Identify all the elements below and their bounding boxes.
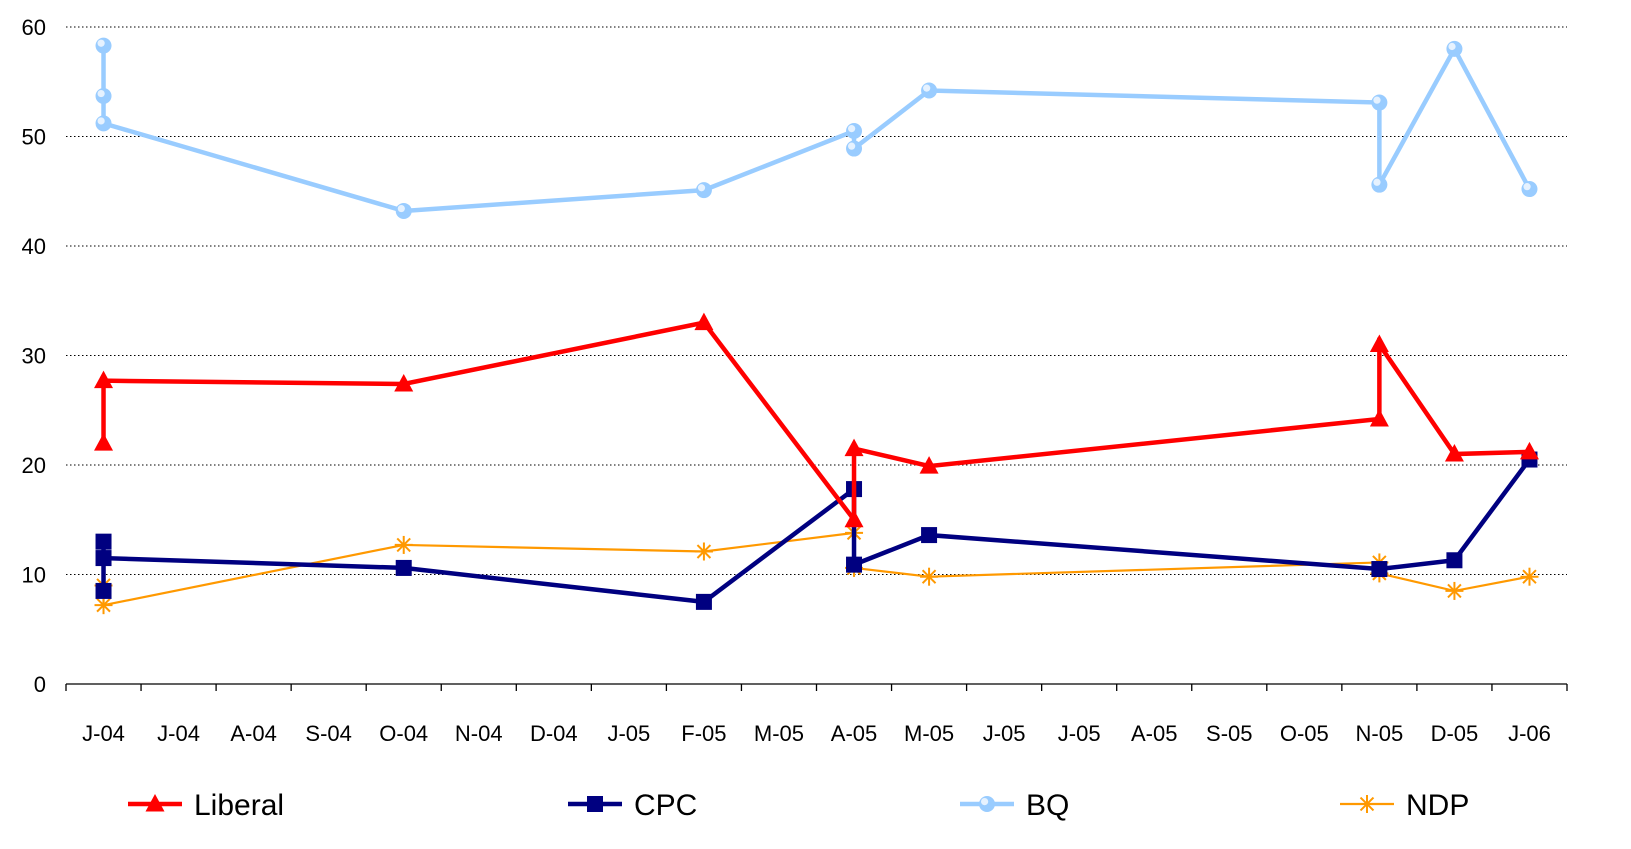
x-tick-label: O-04: [379, 721, 428, 746]
legend-marker-liberal: [145, 794, 165, 812]
x-tick-label: J-04: [82, 721, 125, 746]
data-point-ndp-6: [920, 567, 939, 586]
legend-item-cpc: CPC: [568, 789, 697, 822]
data-point-ndp-1: [94, 596, 113, 615]
legend-item-ndp: NDP: [1340, 789, 1469, 822]
data-point-liberal-10: [1519, 441, 1539, 460]
x-tick-label: D-05: [1431, 721, 1479, 746]
x-tick-label: J-05: [983, 721, 1026, 746]
y-tick-label: 20: [22, 453, 46, 478]
data-point-ndp-3: [694, 542, 713, 561]
data-point-cpc-9: [1446, 552, 1463, 569]
y-tick-label: 60: [22, 15, 46, 40]
series-line-cpc: [101, 458, 1532, 605]
series-line-bq: [101, 44, 1532, 214]
x-tick-label: M-05: [754, 721, 804, 746]
legend-label-cpc: CPC: [634, 789, 697, 822]
series-bq: [95, 37, 1538, 219]
x-tick-label: F-05: [681, 721, 726, 746]
legend-label-liberal: Liberal: [194, 789, 284, 822]
series-ndp: [94, 523, 1539, 615]
series-line-liberal: [101, 320, 1530, 527]
x-tick-label: J-06: [1508, 721, 1551, 746]
gridlines: [66, 26, 1567, 575]
y-tick-label: 30: [22, 344, 46, 369]
legend-marker-cpc: [587, 796, 603, 812]
data-point-bq-2: [95, 115, 112, 132]
x-tick-label: M-05: [904, 721, 954, 746]
data-point-liberal-2: [394, 373, 414, 392]
data-point-liberal-6: [919, 456, 939, 474]
x-tick-label: A-05: [831, 721, 877, 746]
data-point-bq-9: [1371, 176, 1388, 193]
y-tick-label: 50: [22, 125, 46, 150]
data-point-liberal-5: [844, 438, 864, 457]
y-tick-label: 40: [22, 234, 46, 259]
data-point-liberal-4: [844, 509, 864, 528]
data-point-ndp-9: [1445, 581, 1464, 600]
series-cpc: [95, 451, 1538, 610]
series-line-ndp: [102, 531, 1530, 607]
x-tick-label: J-05: [607, 721, 650, 746]
data-point-liberal-9: [1444, 444, 1464, 462]
data-point-cpc-2: [95, 550, 112, 567]
data-point-bq-0: [95, 37, 112, 54]
legend-item-bq: BQ: [960, 789, 1069, 822]
data-point-cpc-7: [921, 527, 938, 544]
data-point-cpc-4: [695, 593, 712, 610]
data-point-bq-6: [846, 140, 863, 157]
x-tick-label: O-05: [1280, 721, 1329, 746]
data-point-liberal-7: [1369, 409, 1389, 427]
data-point-cpc-0: [95, 582, 112, 599]
data-point-bq-4: [695, 182, 712, 199]
data-point-bq-5: [846, 123, 863, 140]
data-point-cpc-3: [395, 559, 412, 576]
y-axis: 0 10 20 30 40 50 60: [22, 15, 46, 697]
x-tick-label: S-04: [305, 721, 351, 746]
legend-item-liberal: Liberal: [128, 789, 284, 822]
y-tick-label: 10: [22, 563, 46, 588]
data-point-bq-10: [1446, 40, 1463, 57]
data-point-liberal-8: [1369, 334, 1389, 353]
data-point-cpc-8: [1371, 561, 1388, 578]
x-tick-label: J-04: [157, 721, 200, 746]
y-tick-label: 0: [34, 672, 46, 697]
data-point-cpc-1: [95, 533, 112, 550]
data-point-cpc-6: [846, 556, 863, 573]
data-point-liberal-0: [94, 433, 114, 451]
x-tick-label: J-05: [1058, 721, 1101, 746]
x-tick-label: A-04: [230, 721, 276, 746]
data-point-ndp-10: [1520, 567, 1539, 586]
x-tick-label: D-04: [530, 721, 578, 746]
data-point-bq-1: [95, 87, 112, 104]
data-point-bq-8: [1371, 94, 1388, 111]
legend-marker-bq: [979, 796, 995, 812]
series-liberal: [94, 312, 1539, 528]
x-tick-label: S-05: [1206, 721, 1252, 746]
data-point-ndp-2: [394, 535, 413, 554]
x-tick-label: A-05: [1131, 721, 1177, 746]
legend-marker-ndp: [1358, 795, 1376, 813]
legend-label-bq: BQ: [1026, 789, 1069, 822]
legend-label-ndp: NDP: [1406, 789, 1469, 822]
x-axis: J-04 J-04 A-04 S-04 O-04 N-04 D-04 J-05 F-05 M-05…: [65, 684, 1568, 746]
x-tick-label: N-05: [1356, 721, 1404, 746]
legend: Liberal CPC BQ NDP: [128, 789, 1469, 822]
data-point-bq-3: [395, 202, 412, 219]
data-point-bq-7: [921, 82, 938, 99]
data-point-bq-11: [1521, 181, 1538, 198]
data-point-liberal-3: [694, 312, 714, 331]
x-tick-label: N-04: [455, 721, 503, 746]
data-point-liberal-1: [94, 370, 114, 389]
